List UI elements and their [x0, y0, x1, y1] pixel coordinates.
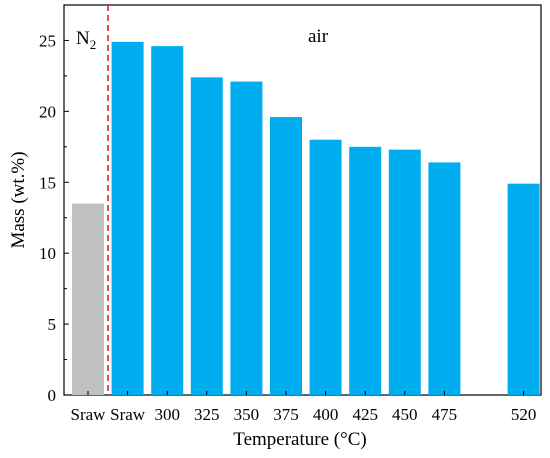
y-tick-label: 15	[39, 173, 56, 192]
x-tick-label: 300	[154, 405, 180, 424]
y-tick-label: 0	[48, 386, 57, 405]
n2-annotation-subscript: 2	[90, 37, 97, 52]
bar-air-325	[190, 77, 223, 395]
bar-air-400	[309, 139, 342, 395]
x-tick-label: 325	[194, 405, 220, 424]
x-tick-label: 350	[234, 405, 260, 424]
n2-annotation: N2	[76, 28, 96, 52]
y-axis-title: Mass (wt.%)	[8, 151, 29, 248]
bar-air-350	[230, 81, 263, 395]
y-tick-label: 20	[39, 102, 56, 121]
x-tick-label: 520	[511, 405, 537, 424]
x-tick-label: Sraw	[71, 405, 107, 424]
x-tick-label: 400	[313, 405, 339, 424]
bar-air-450	[388, 149, 421, 395]
x-tick-label: 425	[352, 405, 378, 424]
x-tick-label: 375	[273, 405, 299, 424]
y-tick-label: 25	[39, 31, 56, 50]
bar-air-300	[151, 46, 184, 396]
x-tick-label: 450	[392, 405, 418, 424]
bar-n2-sraw	[72, 203, 104, 395]
air-annotation: air	[308, 26, 329, 47]
x-tick-label: 475	[432, 405, 458, 424]
bar-air-375	[270, 117, 302, 395]
x-axis-title: Temperature (°C)	[233, 429, 366, 450]
x-tick-label: Sraw	[110, 405, 146, 424]
y-axis: 0 5 10 15 20 25	[39, 31, 69, 405]
plot-frame	[63, 4, 542, 396]
bar-air-475	[428, 162, 461, 395]
bars-group	[72, 41, 540, 396]
n2-annotation-main: N	[76, 28, 90, 49]
bar-air-520	[507, 183, 540, 395]
bar-air-425	[349, 146, 382, 395]
y-tick-label: 5	[48, 315, 57, 334]
y-tick-label: 10	[39, 244, 56, 263]
x-axis: Sraw Sraw 300 325 350 375 400 425 450 475 520	[71, 391, 537, 424]
bar-air-sraw	[111, 41, 144, 395]
